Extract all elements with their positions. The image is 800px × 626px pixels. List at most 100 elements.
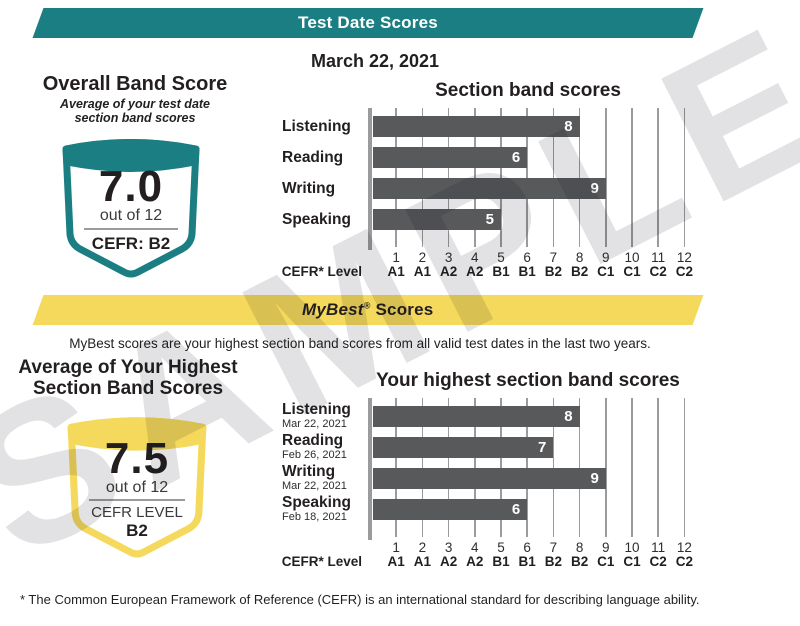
row-label-date: Mar 22, 2021 [282, 418, 347, 430]
mybest-cefr-label: CEFR LEVEL [91, 504, 183, 521]
x-tick-label: 6 [523, 250, 531, 265]
gridline [395, 398, 397, 537]
x-tick-cefr-label: C1 [597, 554, 615, 569]
gridline [474, 108, 476, 247]
row-label-date: Feb 26, 2021 [282, 449, 347, 461]
x-tick-cefr-label: C2 [649, 264, 667, 279]
mybest-score-badge-icon [67, 417, 207, 558]
row-label-date: Mar 22, 2021 [282, 480, 347, 492]
gridline [657, 398, 659, 537]
gridline [605, 398, 607, 537]
x-tick-cefr-label: C2 [675, 264, 694, 279]
section-band-scores-chart: Section band scores 1 A1 2 A1 3 A2 4 A2 5 B1 6 B1 7 B2… [278, 80, 790, 288]
x-tick-cefr-label: B1 [492, 264, 510, 279]
bar-reading: 7 [373, 437, 554, 458]
gridline [526, 108, 528, 247]
x-tick-label: 11 [651, 540, 666, 555]
overall-score-value: 7.0 [98, 162, 164, 211]
x-tick-cefr-label: B2 [570, 264, 589, 279]
bar-speaking: 5 [373, 209, 501, 230]
bar-writing: 9 [373, 178, 606, 199]
x-tick-label: 7 [549, 250, 558, 265]
registered-mark: ® [363, 300, 371, 311]
x-tick-cefr-label: C1 [623, 554, 641, 569]
x-tick-label: 10 [624, 250, 640, 265]
mybest-scores-banner: MyBest® Scores [32, 295, 704, 325]
row-label-name: Listening [282, 401, 351, 418]
x-tick-label: 3 [444, 250, 453, 265]
x-tick-label: 5 [497, 540, 505, 555]
average-highest-title-line2: Section Band Scores [32, 378, 224, 399]
bar-value: 5 [485, 211, 494, 228]
row-label: Reading Feb 26, 2021 [278, 433, 364, 462]
row-label: Writing Mar 22, 2021 [278, 463, 364, 493]
mybest-banner-rest: Scores [375, 300, 434, 319]
x-tick-label: 9 [602, 540, 610, 555]
bar-value: 8 [564, 118, 573, 135]
x-tick-label: 12 [676, 540, 692, 555]
x-tick-cefr-label: B2 [570, 554, 589, 569]
row-label-name: Writing [282, 463, 336, 480]
x-axis-title: CEFR* Level [281, 264, 362, 279]
x-tick-cefr-label: A1 [413, 264, 432, 279]
x-tick-cefr-label: C2 [675, 554, 694, 569]
x-tick-label: 10 [624, 540, 640, 555]
x-tick-label: 9 [602, 250, 610, 265]
bar-value: 6 [511, 501, 521, 518]
x-tick-label: 11 [651, 250, 666, 265]
gridline [421, 108, 424, 247]
bar-writing: 9 [373, 468, 606, 489]
average-highest-title-line1: Average of Your Highest [18, 357, 238, 378]
overall-band-score-subtitle-line2: section band scores [74, 111, 196, 125]
gridline [447, 108, 450, 247]
x-axis-title: CEFR* Level [281, 554, 362, 569]
x-tick-label: 3 [444, 540, 453, 555]
gridline [552, 398, 555, 537]
row-label: Listening [282, 118, 351, 135]
y-axis-line [368, 108, 372, 250]
x-tick-cefr-label: A2 [466, 554, 484, 569]
mybest-score-outof: out of 12 [105, 479, 169, 496]
x-tick-cefr-label: B1 [518, 554, 536, 569]
row-label: Writing [282, 180, 336, 197]
test-date-scores-banner: Test Date Scores [32, 8, 704, 38]
gridline [474, 398, 476, 537]
gridline [500, 108, 502, 247]
x-tick-label: 4 [471, 540, 479, 555]
gridline [447, 398, 450, 537]
x-tick-cefr-label: A2 [439, 554, 458, 569]
x-tick-cefr-label: C2 [649, 554, 667, 569]
overall-band-score-title: Overall Band Score [42, 73, 228, 95]
x-tick-cefr-label: B1 [518, 264, 536, 279]
x-tick-label: 6 [523, 540, 531, 555]
badge-divider [89, 499, 185, 501]
row-label: Speaking [282, 211, 351, 228]
gridline [526, 398, 528, 537]
bar-listening: 8 [373, 116, 580, 137]
overall-band-score-subtitle: Average of your test date section band s… [25, 97, 245, 125]
x-tick-cefr-label: B2 [544, 264, 563, 279]
overall-score-outof: out of 12 [99, 207, 163, 224]
x-tick-label: 4 [471, 250, 479, 265]
row-label: Reading [282, 149, 344, 166]
test-date-scores-banner-label: Test Date Scores [298, 13, 438, 32]
gridline [500, 398, 502, 537]
gridline [395, 108, 397, 247]
gridline [578, 398, 581, 537]
x-tick-label: 8 [575, 540, 584, 555]
x-tick-label: 1 [392, 250, 400, 265]
gridline [631, 108, 633, 247]
x-tick-label: 7 [549, 540, 558, 555]
gridline [683, 398, 686, 537]
highest-section-band-scores-chart: Your highest section band scores 1 A1 2 A1 3 A… [278, 370, 790, 578]
bar-listening: 8 [373, 406, 580, 427]
x-tick-cefr-label: A1 [413, 554, 432, 569]
gridline [631, 398, 633, 537]
mybest-cefr-value: B2 [126, 521, 148, 540]
mybest-wordmark: MyBest [302, 300, 364, 319]
bar-value: 9 [590, 470, 599, 487]
gridline [683, 108, 686, 247]
x-tick-cefr-label: A1 [387, 554, 405, 569]
x-tick-cefr-label: C1 [597, 264, 615, 279]
mybest-description: MyBest scores are your highest section b… [69, 336, 651, 351]
